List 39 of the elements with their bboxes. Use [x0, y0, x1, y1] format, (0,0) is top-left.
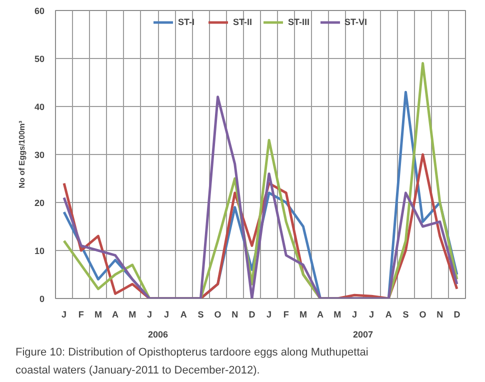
x-tick-label: A	[317, 310, 324, 320]
y-axis-title: No of Eggs/100m³	[17, 120, 26, 188]
text: 2006	[148, 330, 168, 340]
x-tick-label: D	[248, 310, 256, 320]
caption: Figure 10: Distribution of Opisthopterus tardoore eggs along Muthupettai coastal waters (January-2011 to December-2012).	[16, 346, 368, 376]
x-tick-label: O	[214, 310, 222, 320]
x-tick-label: J	[146, 310, 152, 320]
x-tick-label: A	[180, 310, 188, 320]
x-tick-label: J	[369, 310, 374, 320]
legend-label: ST-II	[232, 17, 253, 27]
legend-label: ST-I	[178, 17, 196, 27]
x-tick-label: J	[352, 310, 357, 320]
x-tick-label: M	[299, 310, 307, 320]
x-tick-label: A	[112, 310, 120, 320]
legend-label: ST-III	[288, 17, 310, 27]
x-tick-label: J	[266, 310, 272, 320]
text: 2007	[352, 330, 374, 340]
x-tick-label: A	[385, 310, 392, 320]
x-tick-label: M	[94, 310, 102, 320]
x-tick-label: F	[78, 310, 84, 320]
y-tick-label: 40	[34, 102, 45, 112]
y-tick-label: 60	[34, 6, 45, 16]
x-tick-label: N	[436, 310, 444, 320]
y-tick-label: 0	[39, 294, 45, 304]
y-tick-label: 20	[34, 198, 45, 208]
x-tick-label: N	[232, 310, 238, 320]
x-tick-label: M	[128, 310, 136, 320]
x-tick-label: J	[62, 310, 67, 320]
x-tick-label: S	[402, 310, 409, 320]
legend-label: ST-VI	[344, 17, 368, 27]
x-tick-label: D	[454, 310, 461, 320]
x-tick-label: O	[419, 310, 426, 320]
x-tick-label: M	[334, 310, 342, 320]
y-tick-label: 30	[34, 150, 45, 160]
x-tick-label: S	[198, 310, 204, 320]
y-tick-label: 50	[34, 54, 45, 64]
x-tick-label: J	[164, 310, 170, 320]
y-tick-label: 10	[34, 246, 45, 256]
x-tick-label: F	[283, 310, 290, 320]
